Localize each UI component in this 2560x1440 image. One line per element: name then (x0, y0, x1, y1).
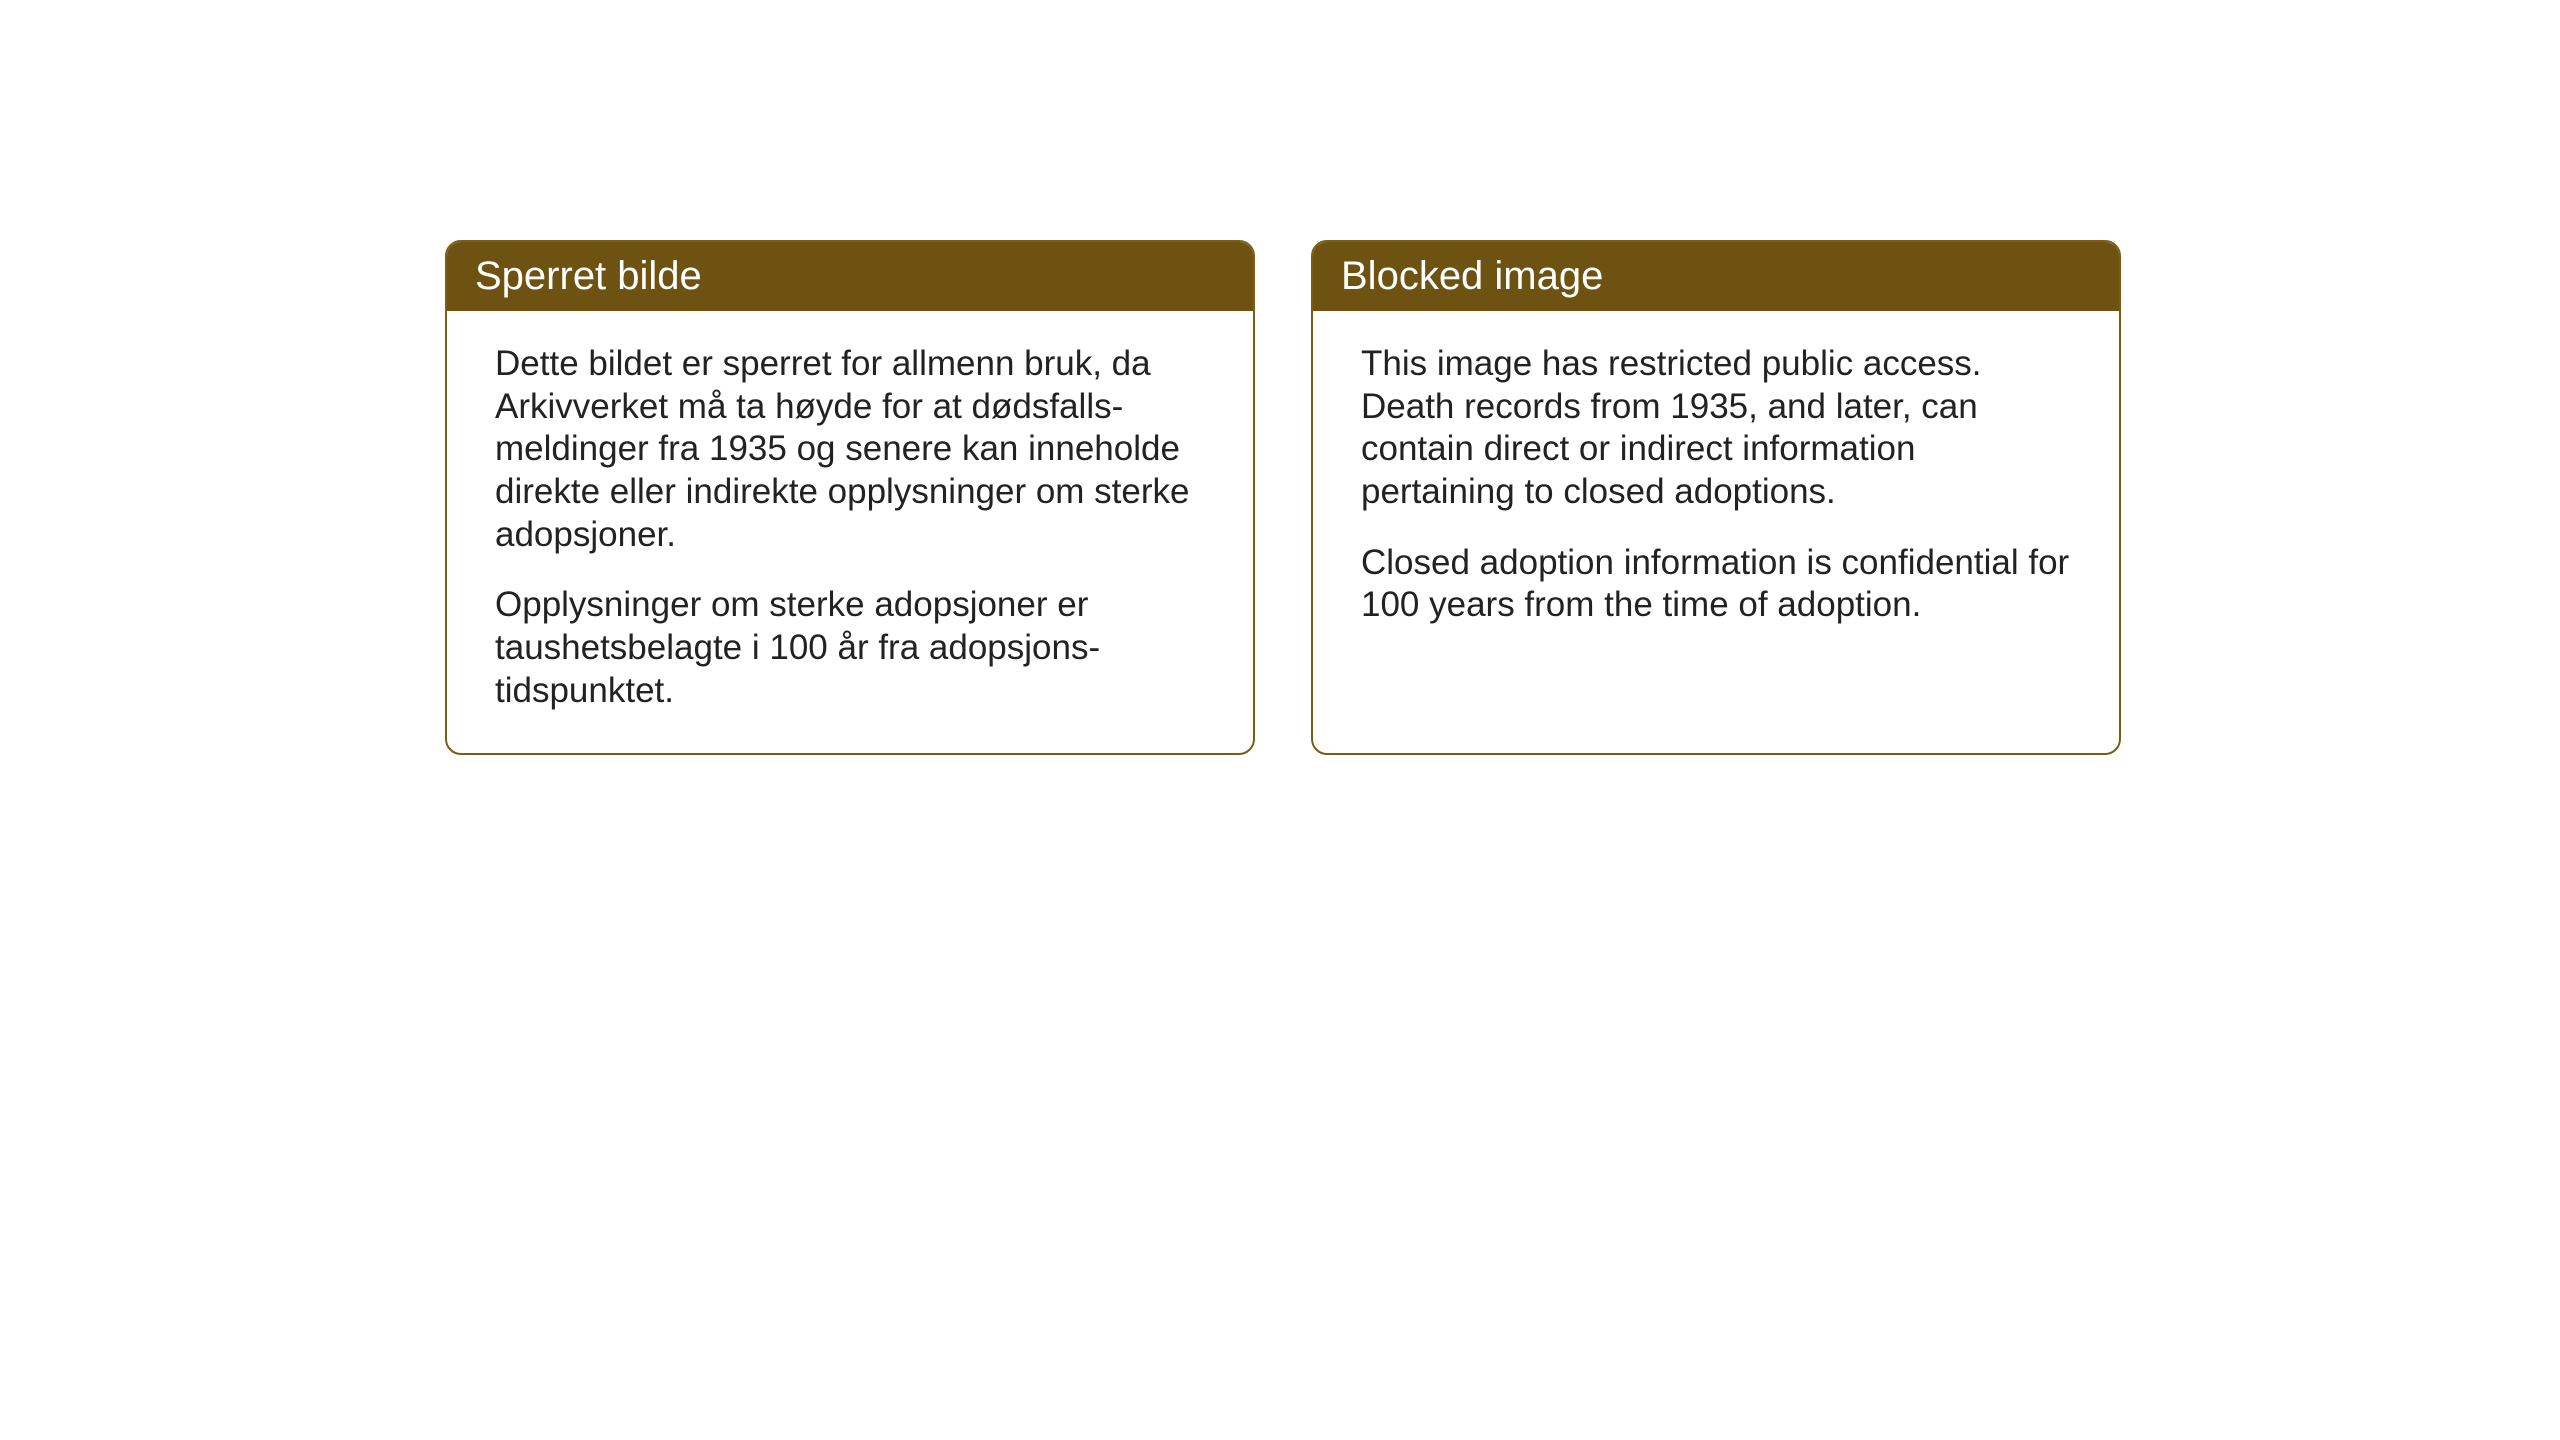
card-norwegian: Sperret bilde Dette bildet er sperret fo… (445, 240, 1255, 755)
card-header-english: Blocked image (1313, 242, 2119, 311)
card-header-norwegian: Sperret bilde (447, 242, 1253, 311)
card-english: Blocked image This image has restricted … (1311, 240, 2121, 755)
norwegian-paragraph-2: Opplysninger om sterke adopsjoner er tau… (495, 584, 1205, 712)
cards-container: Sperret bilde Dette bildet er sperret fo… (445, 240, 2121, 755)
card-body-english: This image has restricted public access.… (1313, 311, 2119, 751)
norwegian-paragraph-1: Dette bildet er sperret for allmenn bruk… (495, 343, 1205, 556)
english-paragraph-1: This image has restricted public access.… (1361, 343, 2071, 514)
english-paragraph-2: Closed adoption information is confident… (1361, 542, 2071, 627)
card-body-norwegian: Dette bildet er sperret for allmenn bruk… (447, 311, 1253, 753)
